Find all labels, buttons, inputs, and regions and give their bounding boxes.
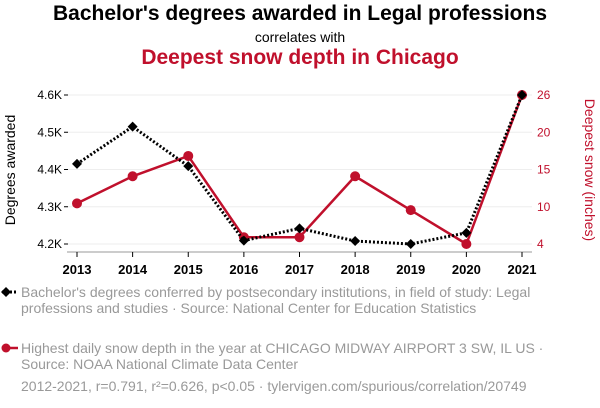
- degrees-point: [461, 227, 472, 238]
- degrees-point: [350, 236, 361, 247]
- left-tick-label: 4.6K: [37, 88, 62, 102]
- right-tick-label: 10: [537, 200, 551, 214]
- connector-text: correlates with: [254, 29, 346, 45]
- legend-diamond-icon: [1, 287, 11, 297]
- left-tick-label: 4.5K: [37, 125, 62, 139]
- snow-point: [461, 239, 472, 249]
- legend-item-snow: Highest daily snow depth in the year at …: [21, 340, 544, 372]
- chart-subtitle: Deepest snow depth in Chicago: [141, 46, 459, 69]
- x-tick-label: 2018: [341, 262, 370, 277]
- x-tick-label: 2017: [285, 262, 314, 277]
- chart-title: Bachelor's degrees awarded in Legal prof…: [53, 2, 547, 25]
- snow-point: [183, 150, 194, 161]
- x-tick-label: 2021: [508, 262, 537, 277]
- x-tick-label: 2015: [174, 262, 203, 277]
- x-tick-label: 2013: [63, 262, 92, 277]
- left-tick-label: 4.2K: [37, 237, 62, 251]
- snow-point: [405, 205, 416, 216]
- right-tick-label: 15: [537, 163, 551, 177]
- degrees-point: [294, 223, 305, 234]
- left-axis-label: Degrees awarded: [2, 115, 18, 226]
- degrees-point: [72, 158, 82, 169]
- snow-point: [72, 198, 82, 209]
- legend-item-degrees: Bachelor's degrees conferred by postseco…: [21, 284, 531, 316]
- degrees-point: [183, 161, 194, 172]
- snow-point: [294, 232, 305, 243]
- legend-circle-icon: [1, 343, 11, 353]
- right-tick-label: 20: [537, 125, 551, 139]
- snow-point: [350, 171, 361, 182]
- x-tick-label: 2019: [396, 262, 425, 277]
- degrees-point: [517, 90, 527, 100]
- degrees-point: [238, 235, 249, 246]
- x-tick-label: 2014: [118, 262, 148, 277]
- degrees-point: [405, 239, 416, 249]
- degrees-point: [127, 121, 138, 132]
- right-tick-label: 26: [537, 88, 551, 102]
- x-tick-label: 2020: [452, 262, 481, 277]
- x-tick-label: 2016: [229, 262, 258, 277]
- left-tick-label: 4.3K: [37, 200, 62, 214]
- left-tick-label: 4.4K: [37, 163, 62, 177]
- snow-point: [127, 171, 138, 182]
- right-tick-label: 4: [537, 237, 544, 251]
- footer-stats: 2012-2021, r=0.791, r²=0.626, p<0.05 · t…: [21, 378, 527, 394]
- right-axis-label: Deepest snow (inches): [582, 99, 598, 241]
